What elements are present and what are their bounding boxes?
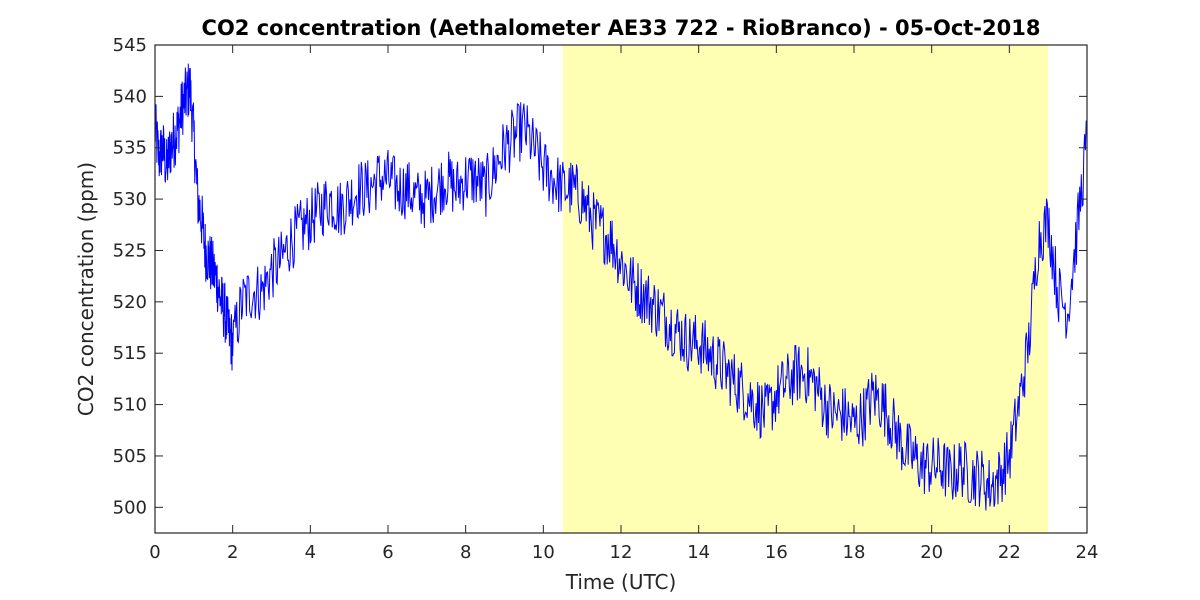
x-tick-label-8: 8 [460, 542, 471, 563]
y-tick-label-510: 510 [113, 395, 147, 416]
x-tick-label-18: 18 [843, 542, 866, 563]
x-tick-label-6: 6 [382, 542, 393, 563]
y-tick-label-500: 500 [113, 497, 147, 518]
x-tick-label-10: 10 [532, 542, 555, 563]
x-tick-label-24: 24 [1076, 542, 1099, 563]
y-axis-label: CO2 concentration (ppm) [74, 162, 98, 416]
x-tick-label-20: 20 [920, 542, 943, 563]
y-axis: 500 505 510 515 520 525 530 535 540 545 [113, 35, 1087, 518]
x-axis-label: Time (UTC) [565, 570, 677, 594]
chart-title: CO2 concentration (Aethalometer AE33 722… [202, 16, 1041, 40]
y-tick-label-530: 530 [113, 189, 147, 210]
x-axis: 0 2 4 6 8 10 12 14 16 18 20 22 24 [149, 45, 1098, 563]
y-tick-label-520: 520 [113, 292, 147, 313]
co2-series-line [154, 63, 1088, 511]
y-tick-label-525: 525 [113, 240, 147, 261]
x-tick-label-22: 22 [998, 542, 1021, 563]
y-tick-label-545: 545 [113, 35, 147, 56]
y-tick-label-540: 540 [113, 86, 147, 107]
x-tick-label-0: 0 [149, 542, 160, 563]
x-tick-label-12: 12 [610, 542, 633, 563]
y-tick-label-505: 505 [113, 446, 147, 467]
x-tick-label-2: 2 [227, 542, 238, 563]
highlight-band [562, 45, 1049, 533]
x-tick-label-16: 16 [765, 542, 788, 563]
x-tick-label-14: 14 [687, 542, 710, 563]
y-tick-label-515: 515 [113, 343, 147, 364]
x-tick-label-4: 4 [305, 542, 316, 563]
y-tick-label-535: 535 [113, 138, 147, 159]
